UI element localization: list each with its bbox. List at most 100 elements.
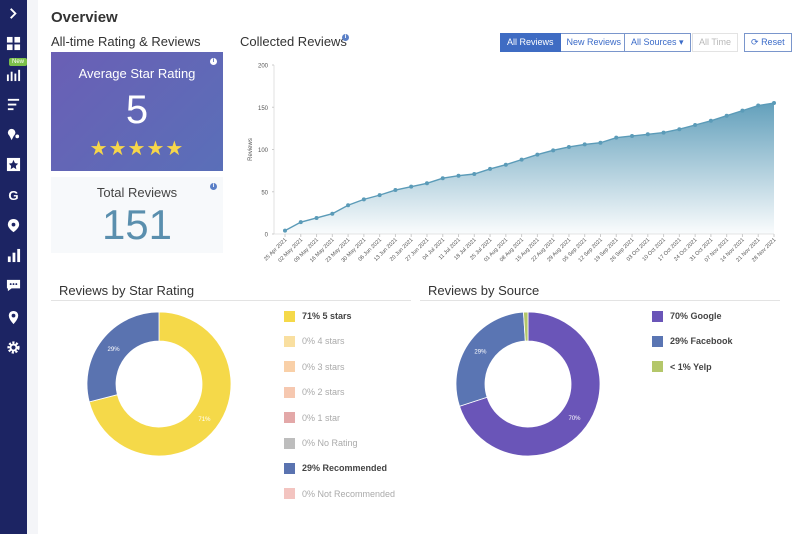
legend-label: 71% 5 stars <box>302 311 352 321</box>
data-point <box>503 162 508 167</box>
total-reviews-card: Total Reviews 151 i <box>51 177 223 253</box>
all-sources-button[interactable]: All Sources ▾ <box>624 33 691 52</box>
reset-group: ⟳ Reset <box>744 33 792 52</box>
legend-swatch <box>284 462 295 474</box>
star-rating-donut: 71% 29% <box>86 311 232 457</box>
info-icon[interactable]: i <box>342 34 349 41</box>
info-icon[interactable]: i <box>210 58 217 65</box>
data-point <box>535 152 540 157</box>
legend-item[interactable]: 0% 1 star <box>284 412 340 424</box>
data-point <box>472 172 477 177</box>
map-pin-icon[interactable] <box>5 309 22 326</box>
average-rating-value: 5 <box>125 88 149 132</box>
donut-slice <box>459 311 601 457</box>
sort-icon[interactable] <box>5 96 22 113</box>
donut-slice <box>88 311 232 457</box>
data-point <box>551 148 556 153</box>
legend-item[interactable]: 0% 3 stars <box>284 361 345 373</box>
slice-label: 70% <box>569 416 582 422</box>
data-point <box>283 228 287 233</box>
data-point <box>519 157 524 162</box>
analytics-icon[interactable] <box>5 66 22 83</box>
star-rating-section-title: Reviews by Star Rating <box>59 283 195 298</box>
data-point <box>377 193 382 198</box>
legend-item[interactable]: 29% Facebook <box>652 335 733 347</box>
gear-icon[interactable] <box>5 339 22 356</box>
donut-slice <box>523 311 529 342</box>
legend-label: < 1% Yelp <box>670 361 712 372</box>
data-point <box>756 103 761 108</box>
star-rating-legend: 71% 5 stars 0% 4 stars 0% 3 stars 0% 2 star… <box>284 310 424 510</box>
data-point <box>740 108 745 113</box>
messages-icon[interactable] <box>5 277 22 294</box>
y-tick-label: 150 <box>258 106 269 112</box>
legend-swatch <box>284 310 295 322</box>
data-point <box>566 144 571 149</box>
star-rating-icons: ★★★★★ <box>89 138 185 160</box>
legend-label: 0% No Rating <box>302 438 358 448</box>
all-time-button[interactable]: All Time <box>692 33 739 52</box>
legend-item[interactable]: 0% No Rating <box>284 437 358 449</box>
legend-item[interactable]: 0% Not Recommended <box>284 488 395 500</box>
svg-text:G: G <box>8 188 18 203</box>
legend-item[interactable]: 0% 4 stars <box>284 335 345 347</box>
y-tick-label: 0 <box>265 233 269 239</box>
total-reviews-value: 151 <box>101 201 173 248</box>
legend-swatch <box>284 412 295 424</box>
expand-icon[interactable] <box>5 5 22 22</box>
legend-swatch <box>284 386 295 398</box>
collected-reviews-title: Collected Reviews <box>240 34 347 49</box>
legend-label: 0% 2 stars <box>302 387 345 398</box>
location-settings-icon[interactable] <box>5 217 22 234</box>
legend-label: 29% Facebook <box>670 336 733 347</box>
data-point <box>393 188 398 193</box>
slice-label: 29% <box>108 347 121 353</box>
sources-dropdown[interactable]: All Sources ▾ <box>624 33 691 52</box>
y-axis-label: Reviews <box>248 138 254 161</box>
area-fill <box>285 103 774 235</box>
dashboard-icon[interactable] <box>5 35 22 52</box>
reset-button[interactable]: ⟳ Reset <box>744 33 792 52</box>
total-reviews-label: Total Reviews <box>96 185 178 200</box>
google-icon[interactable]: G <box>5 187 22 204</box>
divider <box>51 300 411 301</box>
content-gutter <box>27 0 38 534</box>
info-icon[interactable]: i <box>210 183 217 190</box>
legend-label: 0% Not Recommended <box>302 488 396 499</box>
data-point <box>314 215 319 220</box>
sidebar: New G <box>0 0 27 534</box>
donut-slice <box>455 311 526 407</box>
data-point <box>346 203 351 208</box>
page-title: Overview <box>51 9 118 26</box>
data-point <box>440 176 445 181</box>
legend-label: 70% Google <box>670 311 722 321</box>
legend-item[interactable]: 70% Google <box>652 310 722 322</box>
average-rating-card: Average Star Rating 5 ★★★★★ i <box>51 52 223 171</box>
legend-label: 0% 3 stars <box>302 361 345 372</box>
data-point <box>330 211 335 216</box>
legend-item[interactable]: 71% 5 stars <box>284 310 352 322</box>
data-point <box>582 142 587 147</box>
reviews-icon[interactable] <box>5 156 22 173</box>
legend-swatch <box>284 361 295 373</box>
new-reviews-button[interactable]: New Reviews <box>560 33 629 52</box>
legend-item[interactable]: 0% 2 stars <box>284 386 345 398</box>
locations-icon[interactable] <box>5 126 22 143</box>
legend-label: 0% 1 star <box>302 412 341 423</box>
data-point <box>772 101 776 106</box>
data-point <box>645 132 650 137</box>
reports-icon[interactable] <box>5 247 22 264</box>
data-point <box>456 173 461 178</box>
all-reviews-button[interactable]: All Reviews <box>500 33 561 52</box>
data-point <box>424 181 429 186</box>
y-tick-label: 100 <box>258 148 269 154</box>
donut-slice <box>86 311 160 403</box>
time-range-button: All Time <box>692 33 739 52</box>
data-point <box>677 127 682 132</box>
legend-item[interactable]: < 1% Yelp <box>652 361 712 373</box>
caret-down-icon: ▾ <box>679 37 684 47</box>
legend-swatch <box>652 335 663 347</box>
legend-item[interactable]: 29% Recommended <box>284 462 387 474</box>
reset-icon: ⟳ <box>751 37 759 47</box>
